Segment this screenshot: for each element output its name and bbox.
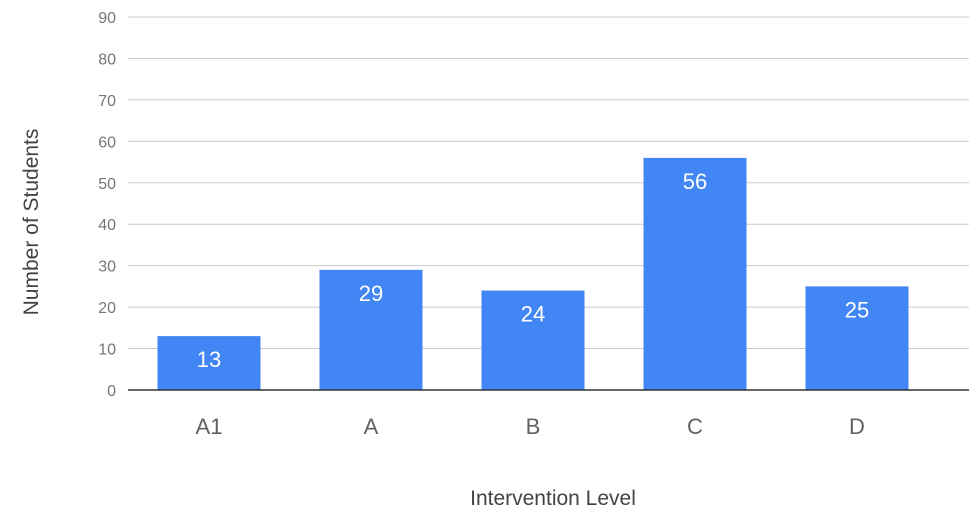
y-axis-ticks: 0 10 20 30 40 50 60 70 80 90 — [98, 10, 116, 400]
y-tick-label: 10 — [98, 342, 116, 359]
y-tick-label: 40 — [98, 217, 116, 234]
data-label: 56 — [683, 169, 707, 194]
y-tick-label: 70 — [98, 93, 116, 110]
x-tick-label: A1 — [196, 414, 223, 439]
y-tick-label: 20 — [98, 300, 116, 317]
data-label: 24 — [521, 302, 545, 327]
x-tick-label: D — [849, 414, 865, 439]
x-axis-ticks: A1 A B C D — [196, 414, 865, 439]
x-axis-title: Intervention Level — [470, 487, 636, 510]
y-tick-label: 80 — [98, 51, 116, 68]
x-tick-label: C — [687, 414, 703, 439]
bar-d — [805, 286, 909, 390]
bar-b — [481, 290, 585, 390]
y-tick-label: 30 — [98, 259, 116, 276]
x-tick-label: B — [526, 414, 541, 439]
y-axis-title: Number of Students — [20, 129, 43, 316]
data-label: 29 — [359, 281, 383, 306]
y-tick-label: 0 — [107, 383, 116, 400]
y-tick-label: 50 — [98, 176, 116, 193]
bar-c — [643, 157, 747, 390]
y-tick-label: 60 — [98, 134, 116, 151]
data-label: 13 — [197, 347, 221, 372]
y-tick-label: 90 — [98, 10, 116, 27]
bars — [157, 157, 909, 390]
data-label: 25 — [845, 297, 869, 322]
data-labels: 13 29 24 56 25 — [197, 169, 869, 372]
bar-a1 — [157, 336, 261, 390]
x-tick-label: A — [364, 414, 379, 439]
bar-a — [319, 269, 423, 390]
gridlines — [128, 16, 969, 350]
